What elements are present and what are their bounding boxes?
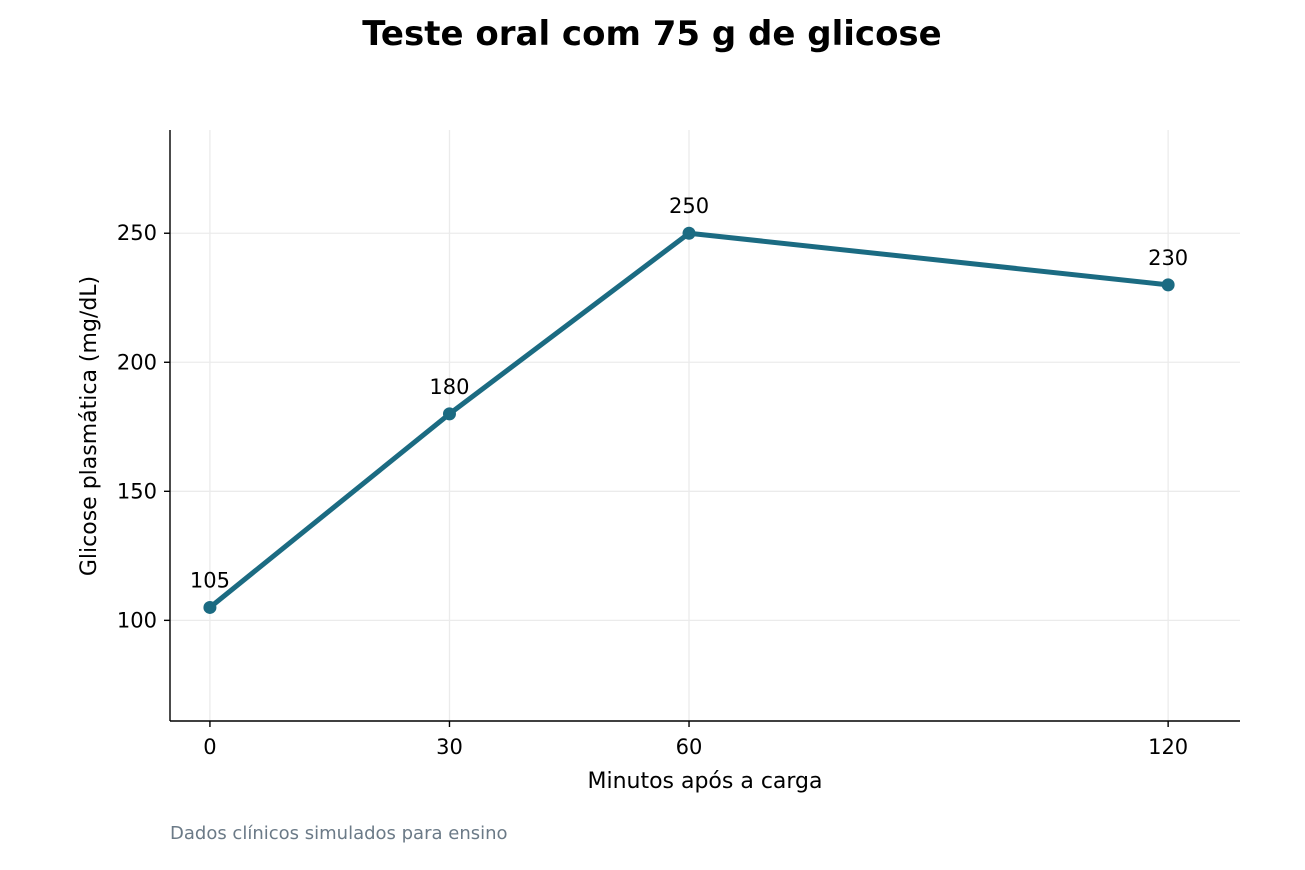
x-tick-label: 60 [676, 735, 703, 759]
chart-caption: Dados clínicos simulados para ensino [170, 823, 508, 844]
grid [170, 130, 1240, 721]
data-labels: 105 180 250 230 [190, 194, 1188, 592]
data-label: 105 [190, 568, 230, 592]
data-label: 230 [1148, 246, 1188, 270]
y-tick-label: 250 [117, 221, 157, 245]
series-group [203, 226, 1175, 614]
x-tick-label: 120 [1148, 735, 1188, 759]
data-label: 180 [429, 375, 469, 399]
data-label: 250 [669, 194, 709, 218]
x-tick-label: 0 [203, 735, 216, 759]
data-point [442, 407, 456, 421]
series-line [207, 230, 1171, 610]
y-tick-label: 200 [117, 350, 157, 374]
data-point [203, 600, 217, 614]
chart-title: Teste oral com 75 g de glicose [362, 14, 941, 54]
y-tick-label: 150 [117, 479, 157, 503]
x-tick-label: 30 [436, 735, 463, 759]
data-point [1161, 278, 1175, 292]
y-axis-label: Glicose plasmática (mg/dL) [77, 276, 102, 576]
axes: 0 30 60 120 100 150 200 250 [117, 130, 1240, 759]
y-tick-label: 100 [117, 608, 157, 632]
data-point [682, 226, 696, 240]
x-axis-label: Minutos após a carga [587, 769, 822, 794]
